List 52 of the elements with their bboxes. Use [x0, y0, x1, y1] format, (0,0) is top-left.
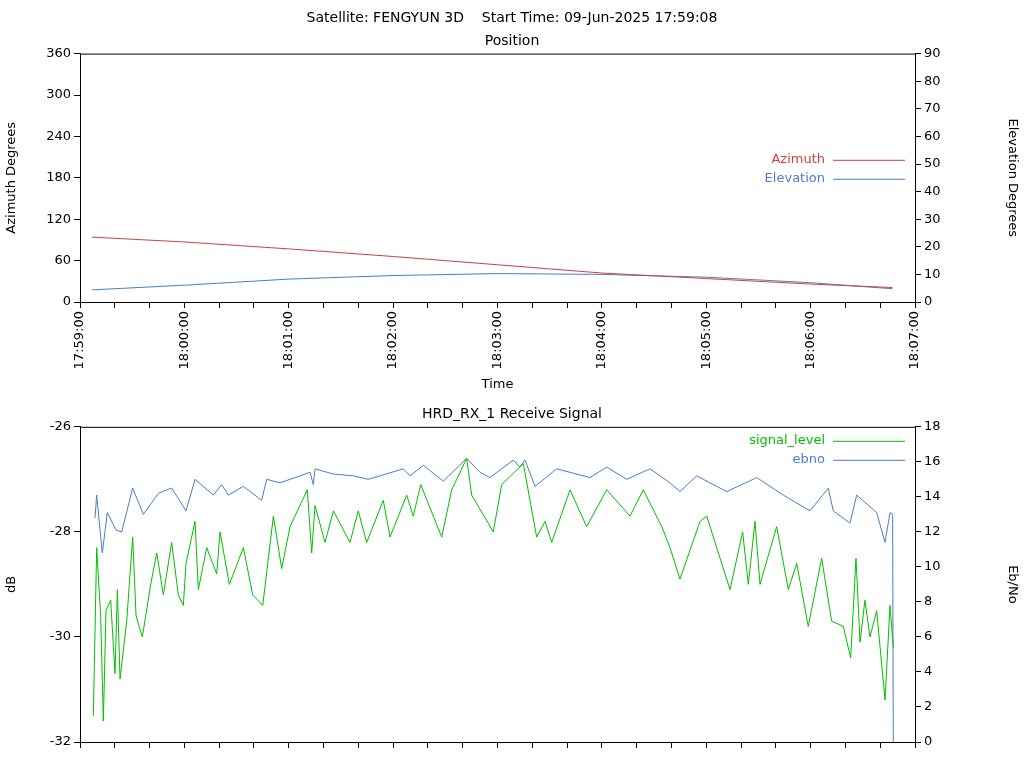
y-tick-label: 300: [46, 86, 71, 102]
y2-tick-label: 0: [924, 733, 933, 749]
y-tick-label: -30: [49, 628, 71, 644]
chart-title: Satellite: FENGYUN 3D Start Time: 09-Jun-2025 17:59:08: [306, 9, 718, 26]
x-tick-label: 18:06:00: [801, 311, 817, 370]
y2-tick-label: 4: [924, 663, 933, 679]
x-tick-label: 17:59:00: [71, 311, 87, 370]
y2-tick-label: 70: [924, 100, 941, 116]
y-axis-title: Azimuth Degrees: [3, 121, 19, 234]
x-axis-title: Time: [480, 375, 514, 391]
y2-tick-label: 18: [924, 418, 941, 434]
y2-tick-label: 8: [924, 593, 933, 609]
y-tick-label: 0: [62, 293, 71, 309]
y-tick-label: -32: [49, 733, 71, 749]
y-tick-label: 60: [54, 251, 71, 267]
y-tick-label: 180: [46, 169, 71, 185]
y2-axis-title: Eb/No: [1005, 565, 1021, 604]
chart-title: HRD_RX_1 Receive Signal: [422, 405, 602, 422]
x-tick-label: 18:00:00: [175, 311, 191, 370]
y-tick-label: 360: [46, 44, 71, 60]
text: Azimuth: [771, 151, 825, 167]
y2-tick-label: 12: [924, 523, 941, 539]
y2-tick-label: 10: [924, 265, 941, 281]
y-tick-label: -28: [49, 523, 71, 539]
y-axis-title: dB: [3, 575, 19, 593]
y2-tick-label: 30: [924, 210, 941, 226]
y2-tick-label: 2: [924, 698, 933, 714]
y2-tick-label: 60: [924, 127, 941, 143]
y-tick-label: 120: [46, 210, 71, 226]
chart-subtitle: Position: [484, 31, 540, 48]
y2-tick-label: 90: [924, 44, 941, 60]
y2-tick-label: 16: [924, 453, 941, 469]
series-label: ebno: [792, 451, 826, 467]
y2-tick-label: 0: [924, 293, 933, 309]
text: signal_level: [749, 432, 825, 448]
y2-axis-title: Elevation Degrees: [1005, 118, 1021, 238]
y2-tick-label: 10: [924, 558, 941, 574]
x-tick-label: 18:05:00: [697, 311, 713, 370]
y-tick-label: 240: [46, 127, 71, 143]
y2-tick-label: 14: [924, 488, 941, 504]
x-tick-label: 18:02:00: [384, 311, 400, 370]
y-tick-label: -26: [49, 418, 71, 434]
x-tick-label: 18:03:00: [488, 311, 504, 370]
y2-tick-label: 80: [924, 72, 941, 88]
y2-tick-label: 40: [924, 182, 941, 198]
x-tick-label: 18:07:00: [906, 311, 922, 370]
y2-tick-label: 6: [924, 628, 933, 644]
y2-tick-label: 50: [924, 155, 941, 171]
y2-tick-label: 20: [924, 238, 941, 254]
text: Elevation: [764, 170, 825, 186]
x-tick-label: 18:01:00: [280, 311, 296, 370]
x-tick-label: 18:04:00: [593, 311, 609, 370]
